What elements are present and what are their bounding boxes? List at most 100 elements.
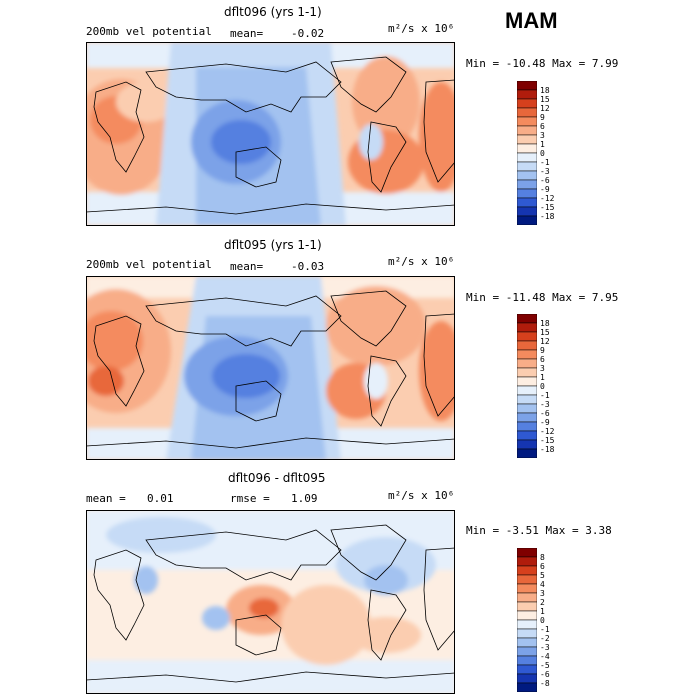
panel1-colorbar-labels: 18 15 12 9 6 3 1 0 -1 -3 -6 -9 -12 -15 -18	[540, 81, 580, 225]
panel1-colorbar-swatch-10	[517, 170, 537, 181]
panel2-pacific-low-core	[212, 354, 280, 398]
panel1-colorbar-label: 3	[540, 130, 545, 140]
panel1-title: dflt096 (yrs 1-1)	[224, 5, 322, 19]
panel3-colorbar-label: 6	[540, 561, 545, 571]
panel1-colorbar-label: -3	[540, 166, 550, 176]
panel3-coastlines	[86, 524, 455, 683]
panel3-colorbar-label: 3	[540, 588, 545, 598]
panel2-east-africa-high	[419, 321, 455, 421]
panel2-colorbar-label: 0	[540, 381, 545, 391]
panel2-colorbar-swatch-9	[517, 394, 537, 405]
panel2-colorbar-label: -6	[540, 408, 550, 418]
panel1-colorbar-label: -9	[540, 184, 550, 194]
panel3-rmse-label: rmse =	[230, 492, 270, 505]
panel1-colorbar-swatch-3	[517, 107, 537, 118]
panel2-africa-core	[86, 311, 143, 371]
panel3-mean-label: mean =	[86, 492, 126, 505]
panel2-colorbar-swatch-5	[517, 358, 537, 369]
panel1-colorbar-label: 6	[540, 121, 545, 131]
panel1-colorbar-swatch-5	[517, 125, 537, 136]
panel1-colorbar-label: 18	[540, 85, 550, 95]
panel2-colorbar-swatch-6	[517, 367, 537, 378]
panel1-colorbar-swatch-4	[517, 116, 537, 127]
panel3-colorbar-swatch-14	[517, 673, 537, 684]
panel1-colorbar-label: 15	[540, 94, 550, 104]
panel1-europe-band	[116, 82, 176, 122]
panel3-colorbar-swatch-7	[517, 610, 537, 621]
panel2-africa-peak	[88, 366, 124, 396]
panel3-map	[86, 510, 455, 694]
panel2-colorbar-label: 3	[540, 363, 545, 373]
panel2-colorbar-swatch-10	[517, 403, 537, 414]
season-label: MAM	[505, 8, 558, 33]
panel1-mean-value: -0.02	[291, 27, 325, 40]
panel1-frame	[86, 42, 455, 226]
panel2-colorbar-label: -15	[540, 435, 555, 445]
panel1-amazon-low	[359, 124, 383, 160]
panel3-colorbar-label: -5	[540, 660, 550, 670]
panel3-colorbar-label: -4	[540, 651, 550, 661]
panel1-colorbar-swatch-0	[517, 81, 537, 91]
panel2-mean-label: mean=	[230, 260, 264, 273]
panel1-colorbar-swatch-2	[517, 98, 537, 109]
panel3-title: dflt096 - dflt095	[228, 471, 326, 485]
panel1-colorbar-swatch-13	[517, 197, 537, 208]
panel1-colorbar-swatch-7	[517, 143, 537, 154]
panel3-colorbar-swatch-6	[517, 601, 537, 612]
panel3-colorbar-label: 4	[540, 579, 545, 589]
panel3-colorbar-swatch-5	[517, 592, 537, 603]
panel2-colorbar-label: 9	[540, 345, 545, 355]
panel2-colorbar-swatch-0	[517, 314, 537, 324]
panel2-colorbar-swatch-4	[517, 349, 537, 360]
panel3-colorbar-swatch-4	[517, 583, 537, 594]
panel1-colorbar-label: 0	[540, 148, 545, 158]
panel2-colorbar-label: -12	[540, 426, 555, 436]
panel2-colorbar-label: 18	[540, 318, 550, 328]
panel3-colorbar-label: -8	[540, 678, 550, 688]
panel2-colorbar-label: 6	[540, 354, 545, 364]
panel3-colorbar-swatch-11	[517, 646, 537, 657]
panel3-asia-low	[106, 517, 216, 553]
panel3-mean-value: 0.01	[147, 492, 174, 505]
panel2-title: dflt095 (yrs 1-1)	[224, 238, 322, 252]
panel2-colorbar-swatch-8	[517, 385, 537, 396]
panel2-colorbar-swatch-13	[517, 430, 537, 441]
panel3-east-pacific-high	[281, 585, 371, 665]
panel1-colorbar-swatch-12	[517, 188, 537, 199]
panel2-variable-label: 200mb vel potential	[86, 258, 212, 271]
panel3-colorbar-label: 2	[540, 597, 545, 607]
panel3-colorbar-label: -3	[540, 642, 550, 652]
panel2-units: m²/s x 10⁶	[388, 255, 455, 268]
panel1-colorbar-swatch-8	[517, 152, 537, 163]
panel2-amazon-low	[364, 363, 388, 399]
panel1-colorbar-label: -15	[540, 202, 555, 212]
panel2-colorbar-label: -18	[540, 444, 555, 454]
panel3-minmax: Min = -3.51 Max = 3.38	[466, 524, 612, 537]
panel3-colorbar-swatch-0	[517, 548, 537, 558]
panel2-colorbar-label: 1	[540, 372, 545, 382]
panel2-colorbar-swatch-3	[517, 340, 537, 351]
panel1-colorbar-swatch-6	[517, 134, 537, 145]
panel1-units: m²/s x 10⁶	[388, 22, 455, 35]
panel3-africa-low	[134, 566, 158, 594]
panel1-colorbar-swatch-14	[517, 206, 537, 217]
panel2-colorbar-swatch-1	[517, 322, 537, 333]
panel1-colorbar-label: -18	[540, 211, 555, 221]
panel1-mean-label: mean=	[230, 27, 264, 40]
panel3-colorbar-label: -6	[540, 669, 550, 679]
panel1-colorbar-label: -1	[540, 157, 550, 167]
panel2-colorbar-label: 12	[540, 336, 550, 346]
panel3-units: m²/s x 10⁶	[388, 489, 455, 502]
panel3-colorbar-swatch-3	[517, 574, 537, 585]
panel1-variable-label: 200mb vel potential	[86, 25, 212, 38]
panel2-minmax: Min = -11.48 Max = 7.95	[466, 291, 619, 304]
panel3-colorbar-swatch-8	[517, 619, 537, 630]
panel1-colorbar-label: -12	[540, 193, 555, 203]
panel3-colorbar	[517, 548, 537, 692]
panel3-indian-low	[202, 606, 230, 630]
panel3-frame	[86, 510, 455, 694]
panel3-colorbar-swatch-9	[517, 628, 537, 639]
panel3-colorbar-label: 0	[540, 615, 545, 625]
panel2-colorbar-label: -1	[540, 390, 550, 400]
panel1-pacific-low-core	[211, 120, 271, 164]
